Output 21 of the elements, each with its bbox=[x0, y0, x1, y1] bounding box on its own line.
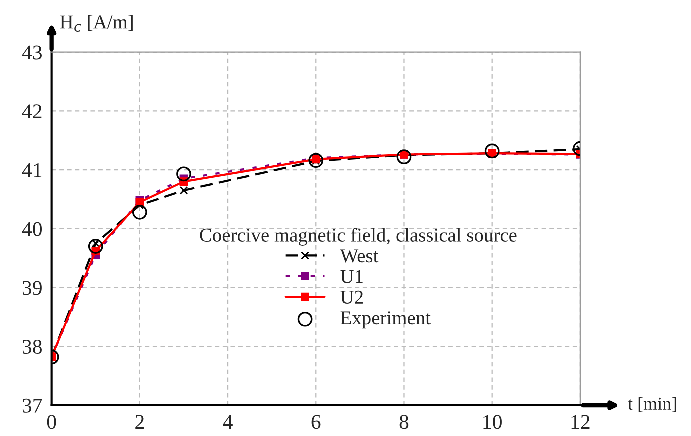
y-tick-label: 38 bbox=[22, 340, 42, 354]
y-axis-title: H$_{c}$ [A/m] bbox=[60, 15, 133, 32]
x-tick-label: 0 bbox=[47, 415, 56, 430]
x-axis-title: t [min] bbox=[628, 397, 676, 412]
x-tick-label: 6 bbox=[312, 415, 321, 430]
legend-label: West bbox=[340, 250, 379, 263]
x-tick-label: 10 bbox=[484, 415, 502, 430]
y-tick-label: 43 bbox=[22, 46, 42, 60]
legend-label: Experiment bbox=[340, 312, 431, 329]
x-tick-label: 12 bbox=[572, 415, 590, 429]
y-tick-label: 42 bbox=[22, 104, 42, 118]
legend-label: U2 bbox=[340, 290, 363, 304]
legend-title: Coercive magnetic field, classical source bbox=[200, 228, 517, 246]
y-tick-label: 41 bbox=[22, 164, 42, 178]
x-tick-label: 4 bbox=[223, 415, 233, 429]
y-tick-label: 37 bbox=[22, 398, 42, 413]
y-tick-label: 39 bbox=[22, 281, 42, 296]
x-tick-label: 2 bbox=[136, 415, 144, 429]
y-tick-label: 40 bbox=[22, 222, 42, 236]
x-tick-label: 8 bbox=[400, 415, 409, 430]
legend-label: U1 bbox=[340, 270, 363, 284]
